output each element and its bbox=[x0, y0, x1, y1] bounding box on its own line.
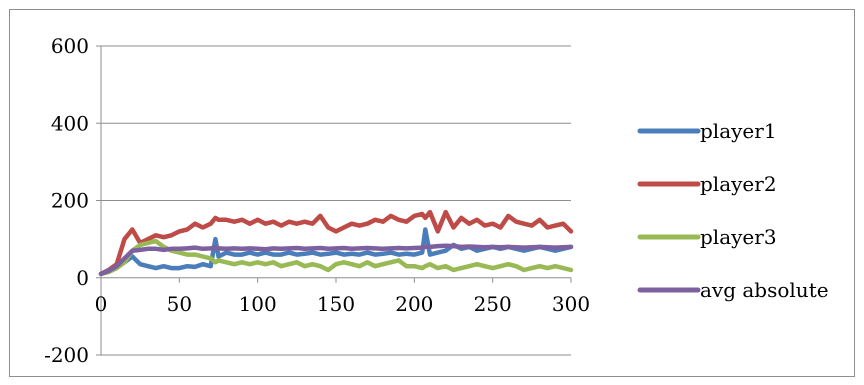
series-line-avg-absolute bbox=[98, 243, 574, 277]
legend-label: player3 bbox=[700, 225, 777, 249]
legend-label: avg absolute bbox=[700, 278, 829, 302]
chart-area: -200 0 200 400 600 0 50 100 150 200 250 300 player1… bbox=[9, 9, 855, 377]
legend-label: player2 bbox=[700, 172, 777, 196]
legend-label: player1 bbox=[700, 119, 777, 143]
x-tick-label: 300 bbox=[552, 292, 590, 316]
x-tick-label: 250 bbox=[474, 292, 512, 316]
line-chart: -200 0 200 400 600 0 50 100 150 200 250 300 player1… bbox=[44, 34, 829, 367]
axes bbox=[96, 45, 572, 356]
y-tick-label: 200 bbox=[51, 189, 89, 213]
x-tick-label: 50 bbox=[167, 292, 192, 316]
y-tick-label: -200 bbox=[44, 343, 89, 367]
series-line-player3 bbox=[98, 238, 574, 277]
x-tick-label: 150 bbox=[317, 292, 355, 316]
y-tick-label: 0 bbox=[76, 266, 89, 290]
x-tick-label: 0 bbox=[95, 292, 108, 316]
gridlines bbox=[101, 45, 571, 356]
tick-labels: -200 0 200 400 600 0 50 100 150 200 250 300 bbox=[44, 34, 590, 367]
legend: player1 player2 player3 avg absolute bbox=[637, 119, 829, 302]
x-tick-label: 200 bbox=[395, 292, 433, 316]
y-tick-label: 400 bbox=[51, 111, 89, 135]
series-line-player2 bbox=[98, 209, 574, 277]
y-tick-label: 600 bbox=[51, 34, 89, 58]
x-tick-label: 100 bbox=[239, 292, 277, 316]
series-lines bbox=[98, 209, 574, 277]
